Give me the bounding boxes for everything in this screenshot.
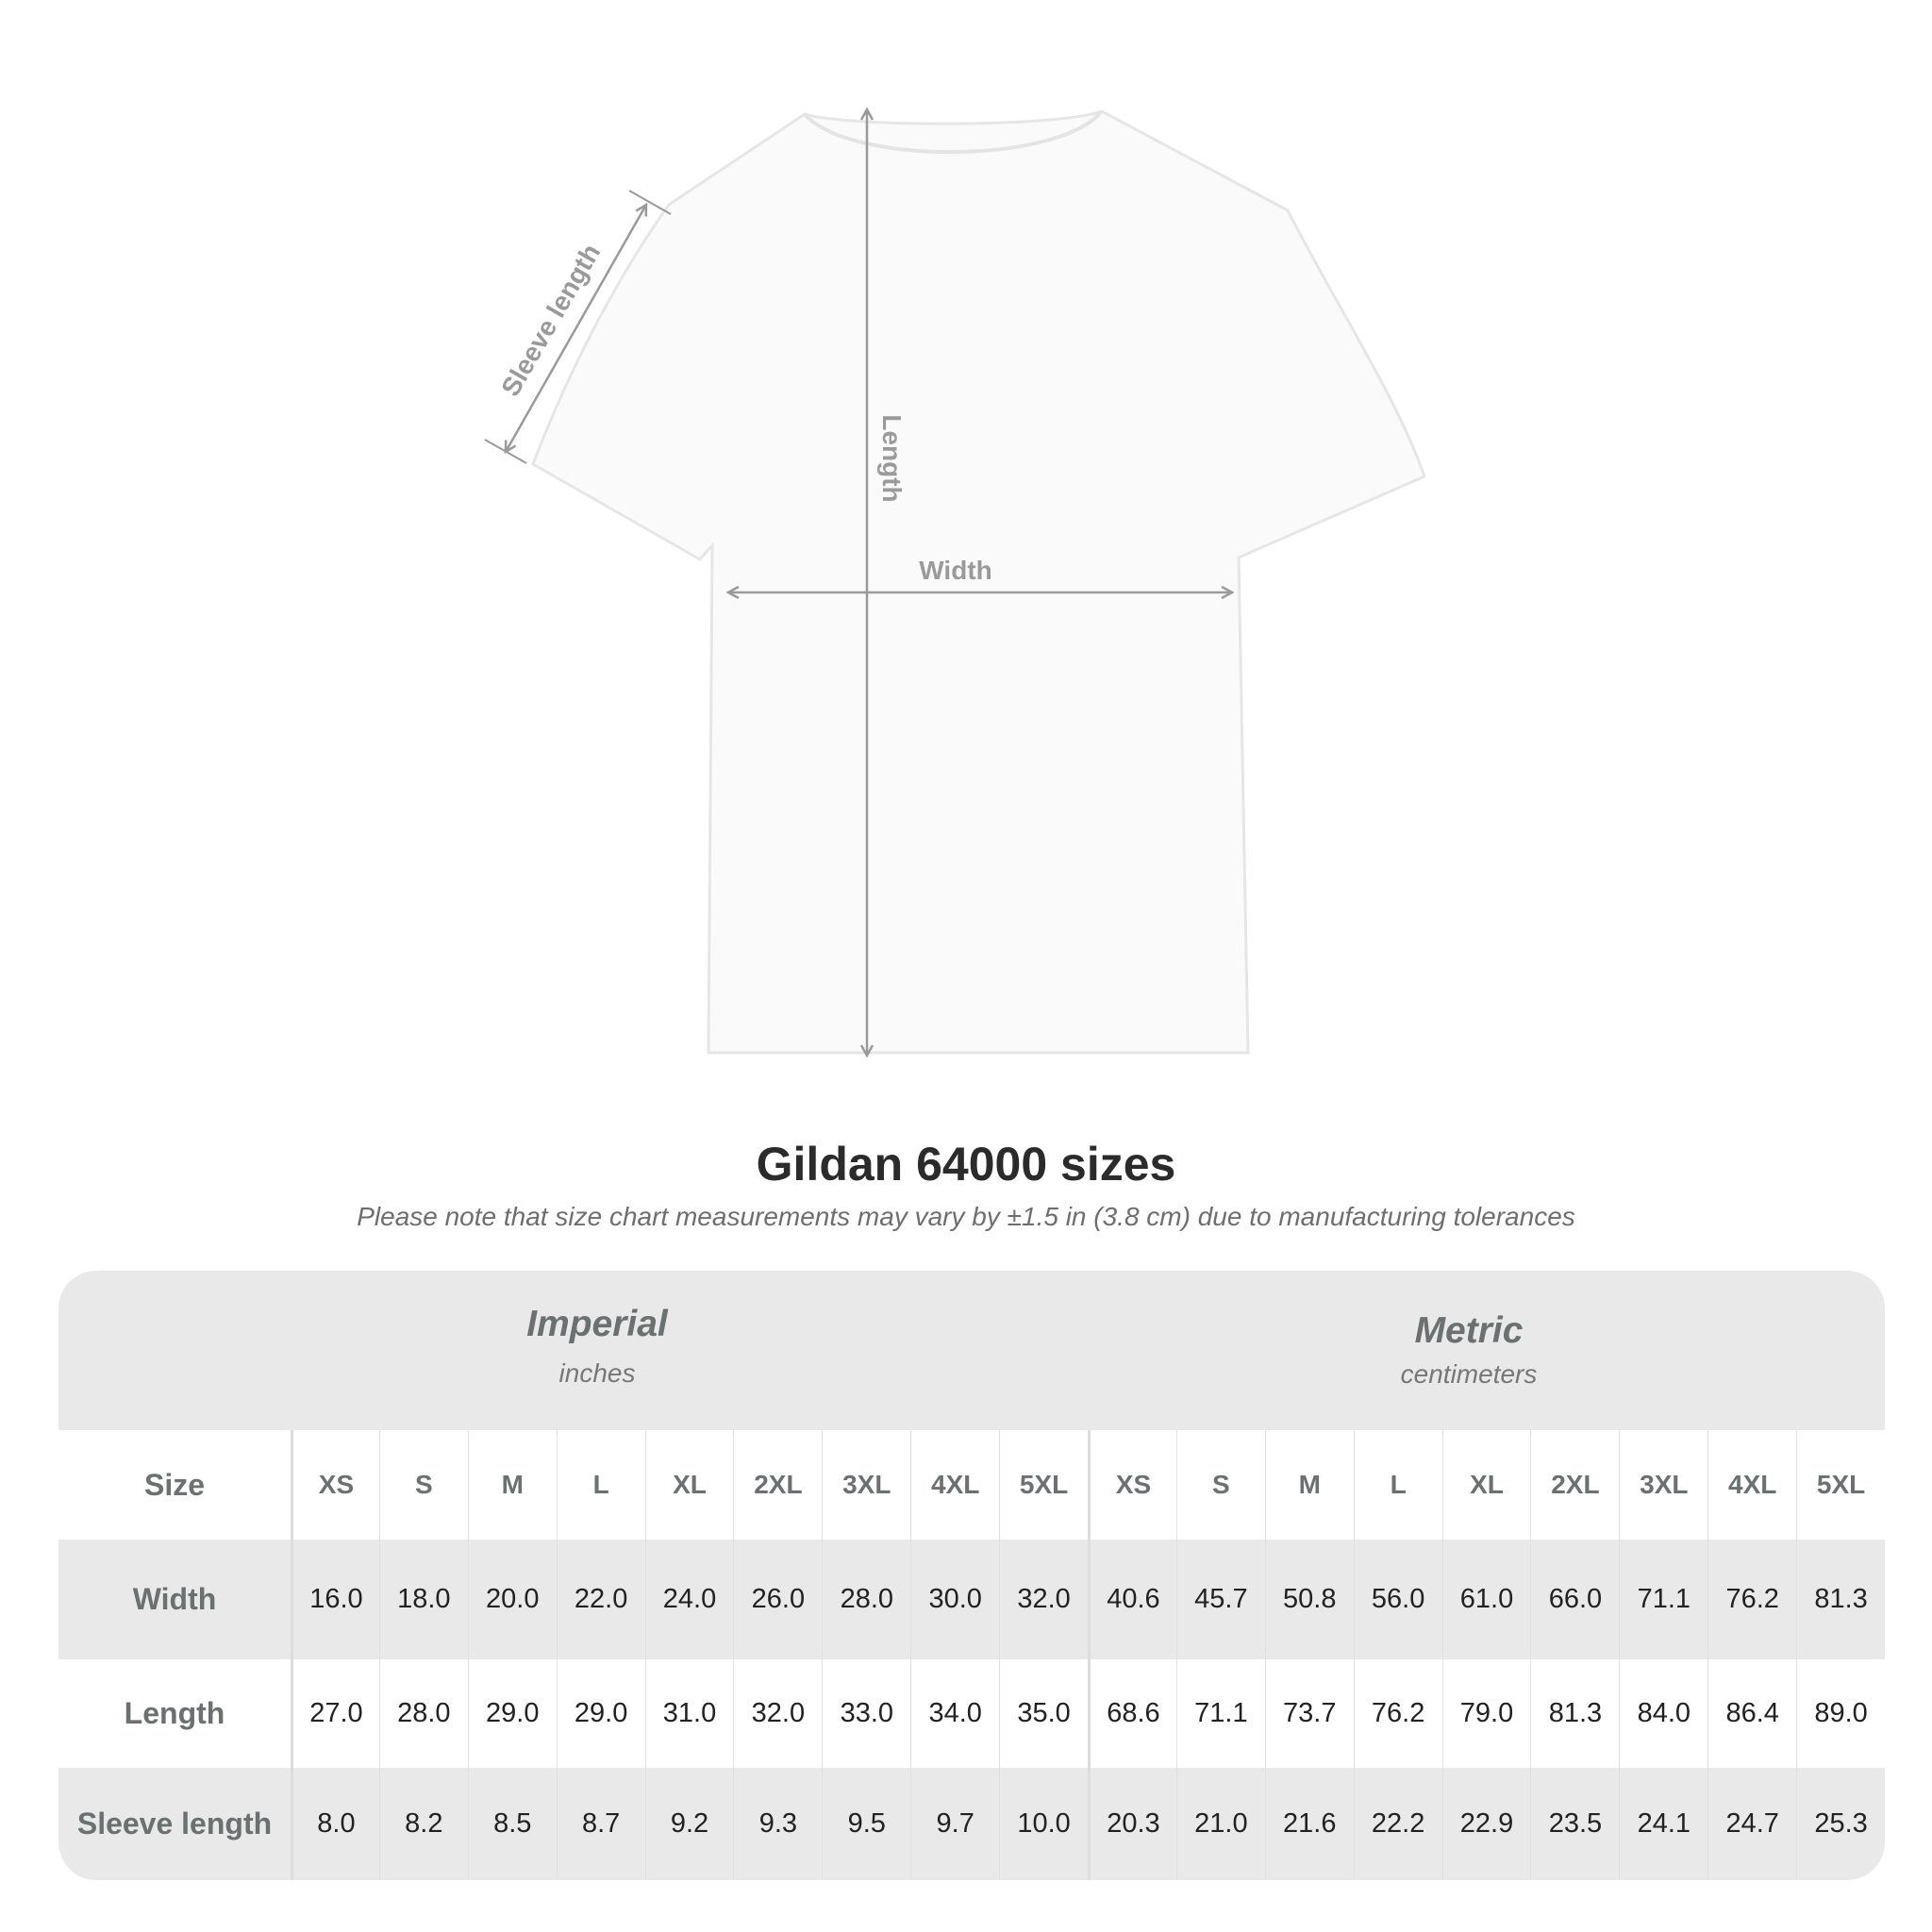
value-cell: 9.2	[644, 1768, 734, 1880]
value-cell: 22.9	[1441, 1768, 1531, 1880]
imperial-unit: inches	[558, 1358, 636, 1388]
value-cell: 23.5	[1530, 1768, 1619, 1880]
value-cell: 8.7	[556, 1768, 645, 1880]
imperial-title: Imperial	[526, 1304, 668, 1344]
value-cell: 8.2	[378, 1768, 468, 1880]
value-cell: 21.6	[1264, 1768, 1354, 1880]
value-cell: 22.0	[556, 1540, 645, 1659]
size-header-cell: 5XL	[1796, 1430, 1885, 1540]
value-cell: 33.0	[822, 1659, 910, 1768]
size-header-cell: M	[467, 1430, 557, 1540]
table-row: Length 27.0 28.0 29.0 29.0 31.0 32.0 33.0 34.0 35…	[58, 1659, 1885, 1768]
size-header-cell: M	[1264, 1430, 1354, 1540]
value-cell: 21.0	[1175, 1768, 1265, 1880]
value-cell: 68.6	[1088, 1659, 1176, 1768]
value-cell: 45.7	[1175, 1540, 1265, 1659]
value-cell: 9.3	[733, 1768, 822, 1880]
value-cell: 81.3	[1796, 1540, 1885, 1659]
size-header-cell: XL	[644, 1430, 734, 1540]
value-cell: 89.0	[1796, 1659, 1885, 1768]
table-row: Width 16.0 18.0 20.0 22.0 24.0 26.0 28.0 30.0 32.…	[58, 1540, 1885, 1659]
value-cell: 79.0	[1441, 1659, 1531, 1768]
size-header-cell: 5XL	[999, 1430, 1088, 1540]
sleeve-tick-top	[628, 190, 672, 215]
value-cell: 25.3	[1796, 1768, 1885, 1880]
value-cell: 27.0	[291, 1659, 379, 1768]
value-cell: 16.0	[291, 1540, 379, 1659]
metric-unit: centimeters	[1400, 1359, 1538, 1389]
page-title: Gildan 64000 sizes	[756, 1138, 1176, 1191]
value-cell: 20.0	[467, 1540, 557, 1659]
value-cell: 76.2	[1353, 1659, 1442, 1768]
value-cell: 31.0	[644, 1659, 734, 1768]
value-cell: 32.0	[999, 1540, 1088, 1659]
value-cell: 30.0	[910, 1540, 999, 1659]
width-label: Width	[919, 556, 992, 585]
value-cell: 9.7	[910, 1768, 999, 1880]
tshirt-diagram: Width Length Sleeve length	[484, 0, 1426, 1094]
size-table: Imperial inches Metric centimeters Size X…	[58, 1271, 1885, 1880]
size-header-cell: 2XL	[733, 1430, 822, 1540]
size-header-cell: 3XL	[822, 1430, 910, 1540]
value-cell: 73.7	[1264, 1659, 1354, 1768]
value-cell: 26.0	[733, 1540, 822, 1659]
value-cell: 22.2	[1353, 1768, 1442, 1880]
size-header-cell: XS	[291, 1430, 379, 1540]
size-header-cell: L	[1353, 1430, 1442, 1540]
value-cell: 34.0	[910, 1659, 999, 1768]
size-header-cell: 2XL	[1530, 1430, 1619, 1540]
value-cell: 9.5	[822, 1768, 910, 1880]
row-label: Length	[124, 1696, 225, 1730]
table-row: Sleeve length 8.0 8.2 8.5 8.7 9.2 9.3 9.5 9.7 10.…	[58, 1768, 1885, 1880]
value-cell: 29.0	[467, 1659, 557, 1768]
row-label: Size	[143, 1467, 206, 1502]
length-label: Length	[877, 414, 907, 502]
size-header-cell: 3XL	[1619, 1430, 1707, 1540]
value-cell: 24.7	[1707, 1768, 1796, 1880]
value-cell: 56.0	[1353, 1540, 1442, 1659]
size-header-row: Size XS S M L XL 2XL 3XL 4XL 5XL XS S M L XL 2XL 3XL 4XL 5…	[58, 1430, 1885, 1540]
value-cell: 29.0	[556, 1659, 645, 1768]
size-header-cell: S	[1175, 1430, 1265, 1540]
row-label: Sleeve length	[76, 1807, 273, 1840]
value-cell: 8.5	[467, 1768, 557, 1880]
metric-group-header: Metric centimeters	[1186, 1310, 1752, 1390]
size-header-cell: S	[378, 1430, 468, 1540]
size-header-cell: L	[556, 1430, 645, 1540]
sleeve-tick-bottom	[484, 439, 527, 464]
value-cell: 28.0	[822, 1540, 910, 1659]
value-cell: 35.0	[999, 1659, 1088, 1768]
value-cell: 28.0	[378, 1659, 468, 1768]
value-cell: 81.3	[1530, 1659, 1619, 1768]
value-cell: 10.0	[999, 1768, 1088, 1880]
size-header-cell: XL	[1441, 1430, 1531, 1540]
value-cell: 76.2	[1707, 1540, 1796, 1659]
value-cell: 8.0	[291, 1768, 379, 1880]
value-cell: 20.3	[1088, 1768, 1176, 1880]
value-cell: 71.1	[1175, 1659, 1265, 1768]
size-header-cell: XS	[1088, 1430, 1176, 1540]
value-cell: 32.0	[733, 1659, 822, 1768]
size-header-cell: 4XL	[910, 1430, 999, 1540]
value-cell: 86.4	[1707, 1659, 1796, 1768]
size-header-cell: 4XL	[1707, 1430, 1796, 1540]
value-cell: 61.0	[1441, 1540, 1531, 1659]
tolerance-note: Please note that size chart measurements…	[357, 1202, 1575, 1231]
value-cell: 66.0	[1530, 1540, 1619, 1659]
imperial-group-header: Imperial inches	[314, 1304, 880, 1389]
table-header-band	[58, 1271, 1885, 1430]
value-cell: 71.1	[1619, 1540, 1707, 1659]
collar	[803, 109, 1104, 155]
metric-title: Metric	[1414, 1310, 1524, 1351]
value-cell: 18.0	[378, 1540, 468, 1659]
sleeve-arrow	[506, 205, 646, 452]
row-label: Width	[132, 1582, 217, 1616]
value-cell: 84.0	[1619, 1659, 1707, 1768]
value-cell: 24.0	[644, 1540, 734, 1659]
value-cell: 50.8	[1264, 1540, 1354, 1659]
value-cell: 40.6	[1088, 1540, 1176, 1659]
value-cell: 24.1	[1619, 1768, 1707, 1880]
